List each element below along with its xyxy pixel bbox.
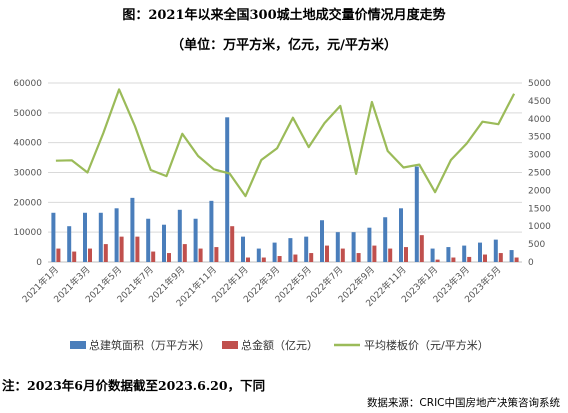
- amount-bar: [419, 235, 424, 262]
- chart-title: 图：2021年以来全国300城土地成交量价情况月度走势: [122, 8, 446, 23]
- area-bar: [446, 247, 451, 262]
- area-bar: [272, 242, 277, 262]
- area-bar: [193, 218, 198, 262]
- amount-bar: [230, 226, 235, 262]
- area-bar: [209, 200, 214, 262]
- amount-bar: [214, 247, 219, 262]
- area-bar: [67, 226, 72, 262]
- right-tick-label: 2500: [528, 169, 551, 179]
- amount-bar: [498, 253, 503, 262]
- footnote: 注：2023年6月价数据截至2023.6.20，下同: [2, 378, 266, 393]
- area-bar: [51, 212, 56, 262]
- legend-swatch: [70, 341, 86, 349]
- area-bar: [414, 166, 419, 262]
- left-tick-label: 60000: [13, 79, 42, 89]
- area-bar: [98, 212, 103, 262]
- amount-bar: [467, 256, 472, 262]
- amount-bar: [151, 251, 156, 262]
- amount-bar: [72, 251, 77, 262]
- area-bar: [83, 212, 87, 262]
- amount-bar: [277, 256, 282, 262]
- amount-bar: [56, 248, 61, 262]
- chart-subtitle: （单位：万平方米，亿元，元/平方米）: [171, 38, 397, 53]
- amount-bar: [404, 247, 408, 262]
- area-bar: [304, 236, 309, 262]
- x-axis-ticks: 2021年1月2021年3月2021年5月2021年7月2021年9月2021年…: [20, 264, 504, 310]
- amount-bar: [119, 236, 124, 262]
- area-bar: [478, 242, 482, 262]
- bar-series: [51, 117, 519, 262]
- area-bar: [320, 220, 324, 262]
- area-bar: [288, 238, 293, 262]
- right-tick-label: 1000: [528, 222, 551, 232]
- area-bar: [399, 208, 403, 262]
- amount-bar: [372, 245, 377, 262]
- line-series: [55, 88, 516, 198]
- amount-bar: [340, 248, 345, 262]
- area-bar: [162, 224, 166, 262]
- right-tick-label: 0: [528, 258, 534, 268]
- area-bar: [225, 117, 230, 262]
- amount-bar: [514, 257, 519, 262]
- area-bar: [383, 217, 388, 262]
- right-tick-label: 1500: [528, 204, 551, 214]
- left-axis-ticks: 0 10000 20000 30000 40000 50000 60000: [13, 79, 42, 268]
- area-bar: [177, 209, 182, 262]
- area-bar: [351, 232, 356, 262]
- amount-bar: [198, 248, 203, 262]
- grid-lines: [48, 82, 522, 263]
- amount-bar: [88, 248, 92, 262]
- amount-bar: [451, 257, 456, 262]
- amount-bar: [103, 244, 108, 262]
- legend-label: 总建筑面积（万平方米）: [89, 338, 210, 352]
- right-tick-label: 2000: [528, 186, 551, 196]
- right-axis-ticks: 0 500 1000 1500 2000 2500 3000 3500 4000 4500 5000: [528, 79, 551, 268]
- amount-bar: [483, 254, 487, 262]
- area-bar: [509, 250, 514, 262]
- amount-bar: [261, 257, 266, 262]
- right-tick-label: 4000: [528, 115, 551, 125]
- area-bar: [130, 197, 135, 262]
- area-bar: [256, 248, 261, 262]
- area-bar: [114, 208, 119, 262]
- left-tick-label: 20000: [13, 198, 42, 208]
- right-tick-label: 5000: [528, 79, 551, 89]
- amount-bar: [182, 244, 187, 262]
- price-line: [55, 88, 516, 198]
- area-bar: [146, 218, 151, 262]
- right-tick-label: 500: [528, 240, 545, 250]
- left-tick-label: 0: [36, 258, 42, 268]
- amount-bar: [309, 253, 314, 262]
- area-bar: [493, 239, 498, 262]
- area-bar: [430, 248, 435, 262]
- area-bar: [335, 232, 340, 262]
- area-bar: [367, 227, 372, 262]
- left-tick-label: 40000: [13, 139, 42, 149]
- area-bar: [462, 245, 467, 262]
- legend-label: 总金额（亿元）: [241, 338, 318, 352]
- legend-label: 平均楼板价（元/平方米）: [364, 338, 489, 352]
- right-tick-label: 3500: [528, 133, 551, 143]
- amount-bar: [356, 253, 361, 262]
- amount-bar: [325, 245, 329, 262]
- amount-bar: [167, 253, 171, 262]
- amount-bar: [293, 254, 298, 262]
- right-tick-label: 3000: [528, 151, 551, 161]
- legend: 总建筑面积（万平方米） 总金额（亿元） 平均楼板价（元/平方米）: [70, 338, 489, 352]
- amount-bar: [435, 259, 440, 262]
- right-tick-label: 4500: [528, 97, 551, 107]
- left-tick-label: 50000: [13, 109, 42, 119]
- left-tick-label: 10000: [13, 228, 42, 238]
- amount-bar: [246, 257, 250, 262]
- amount-bar: [135, 236, 140, 262]
- amount-bar: [388, 248, 393, 262]
- legend-swatch: [222, 341, 238, 349]
- left-tick-label: 30000: [13, 169, 42, 179]
- area-bar: [241, 236, 245, 262]
- data-source: 数据来源：CRIC中国房地产决策咨询系统: [366, 397, 560, 409]
